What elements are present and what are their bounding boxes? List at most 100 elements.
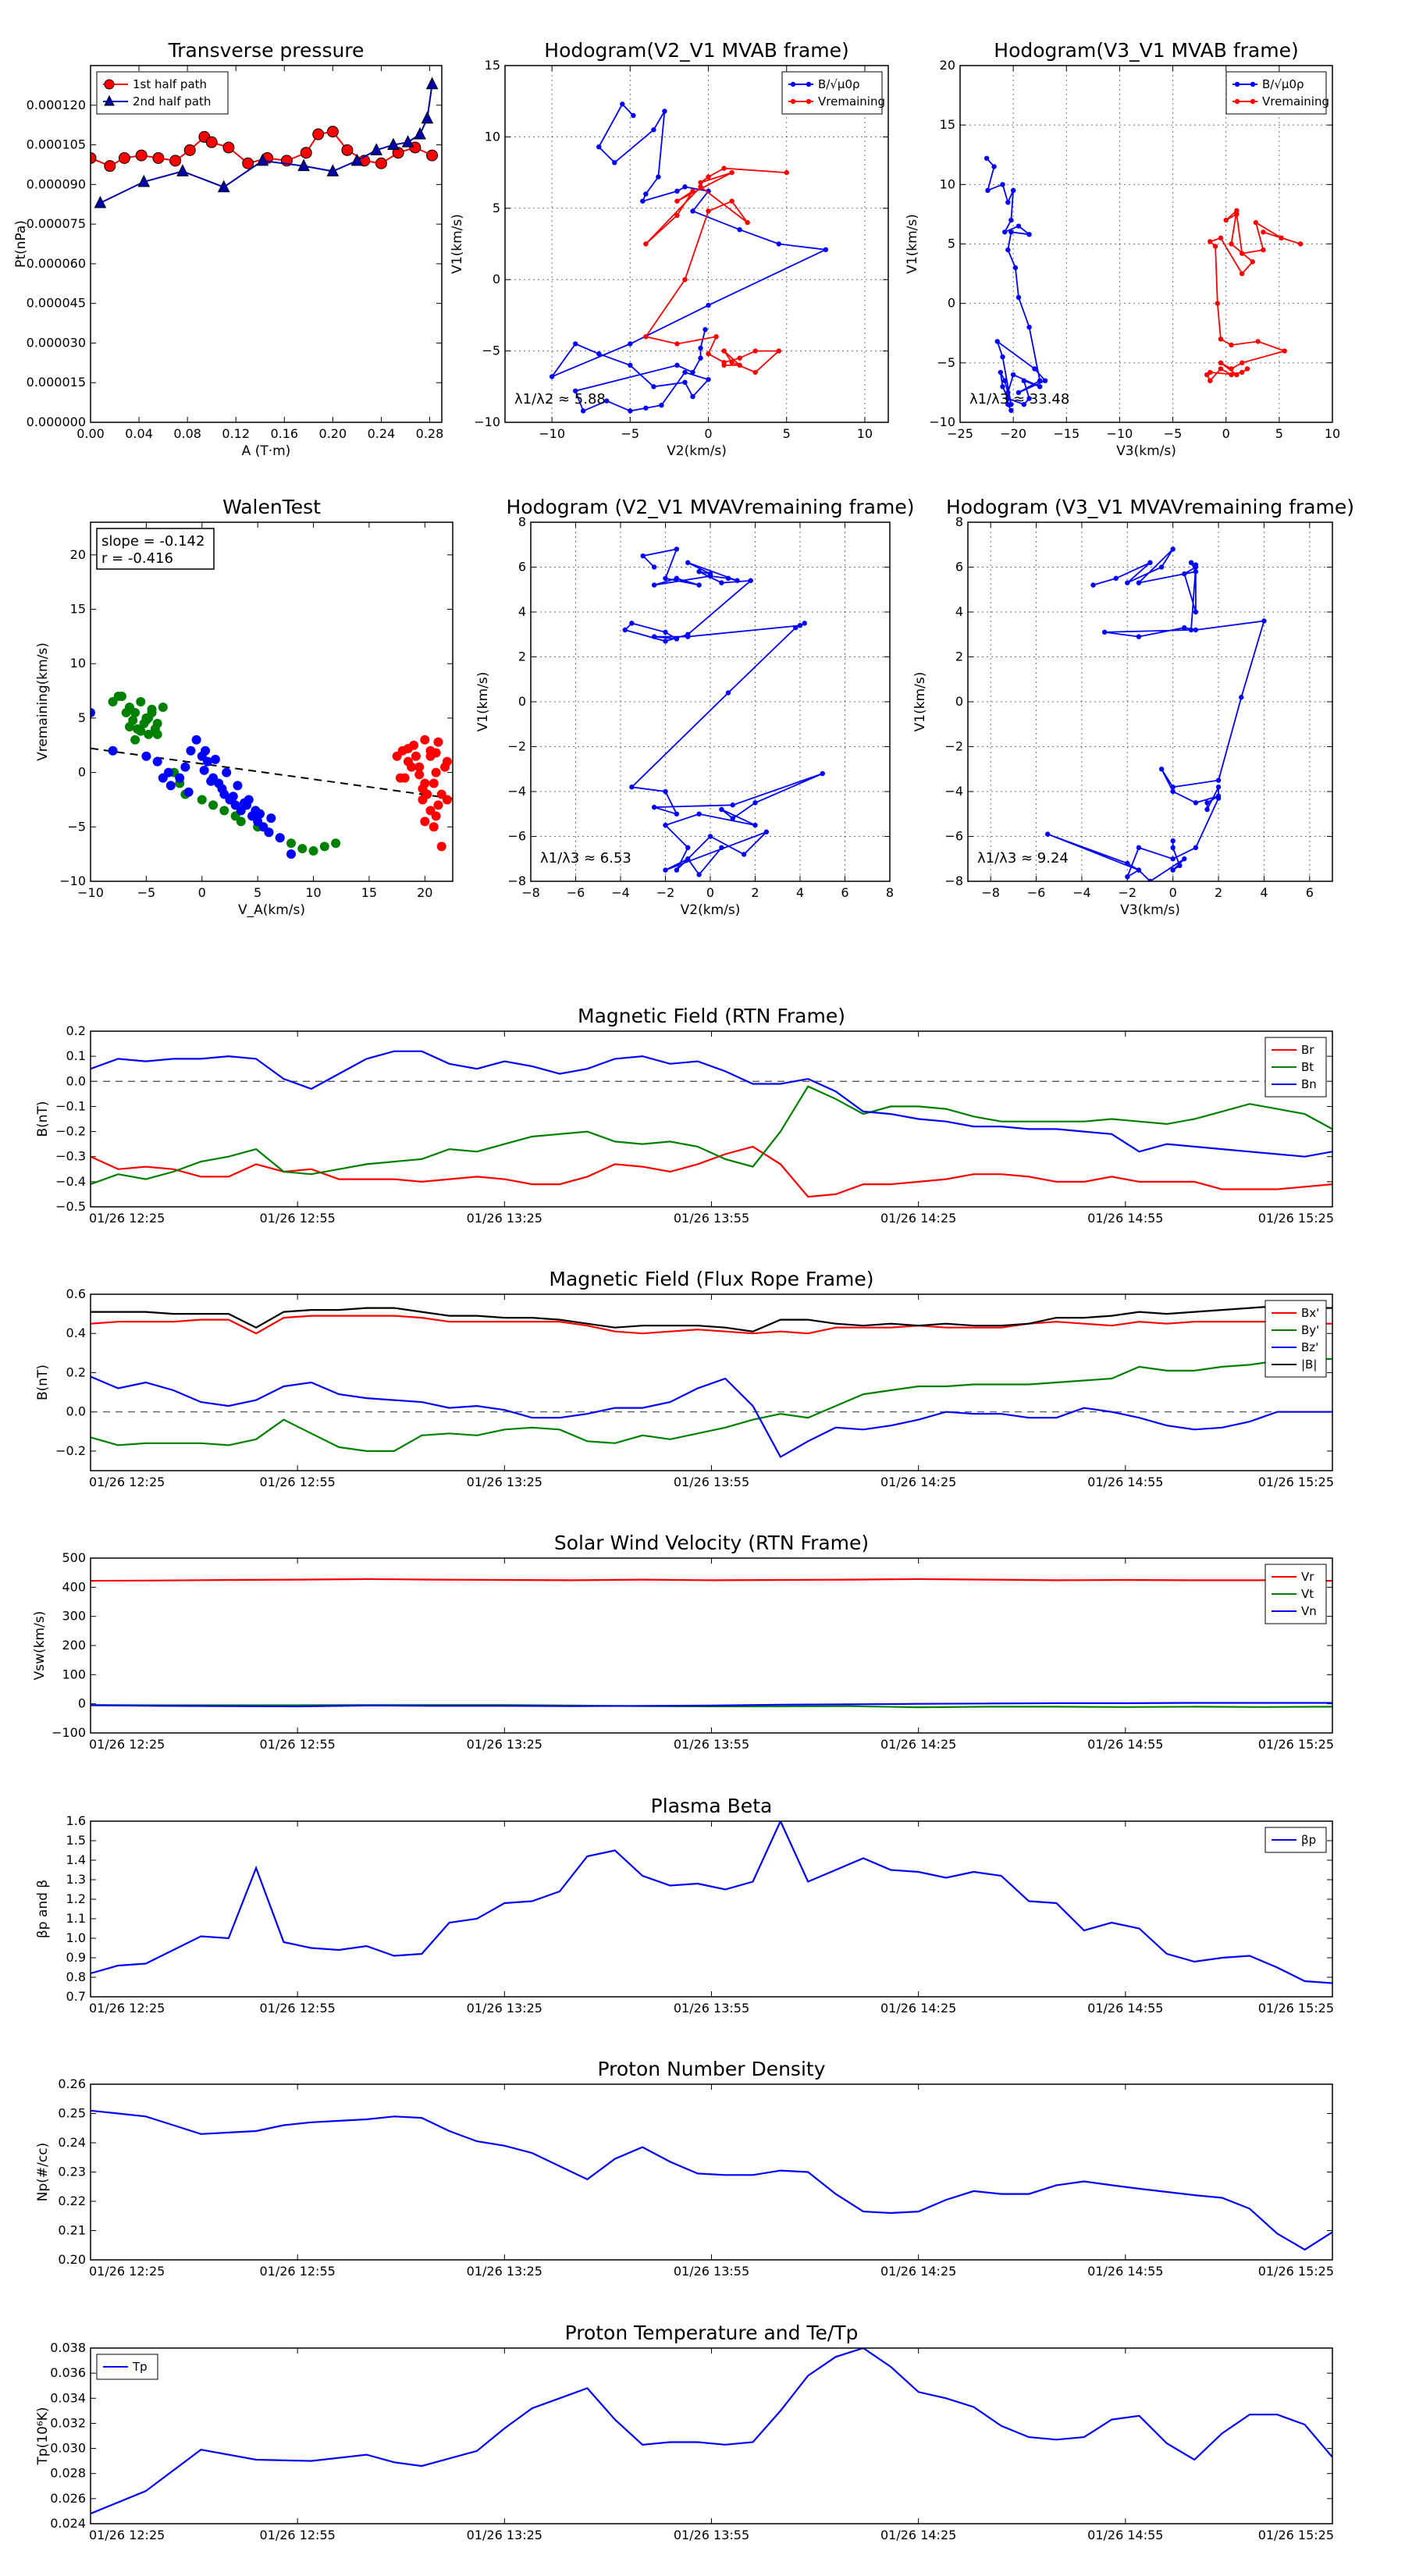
y-tick-label: 0.024 (50, 2516, 86, 2531)
data-point (1239, 271, 1245, 276)
solar-wind-velocity-panel: Solar Wind Velocity (RTN Frame) 01/26 12:… (32, 1532, 1334, 1752)
x-tick-label: 01/26 12:55 (260, 1475, 336, 1489)
data-point (776, 241, 781, 247)
data-point (631, 112, 636, 119)
plot-area (984, 155, 1304, 413)
legend-label: Tp (132, 2360, 148, 2374)
y-axis-label: Np(#/cc) (35, 2143, 51, 2201)
data-point (1188, 627, 1194, 633)
data-point (319, 841, 329, 852)
data-point (802, 621, 807, 626)
data-point (130, 735, 140, 745)
data-point (1090, 582, 1096, 588)
y-tick-label: 0.0 (66, 1404, 86, 1419)
data-point (165, 781, 176, 791)
x-tick-label: 01/26 14:55 (1087, 2264, 1163, 2279)
data-point (1170, 785, 1176, 790)
x-tick-label: 01/26 15:25 (1258, 1737, 1334, 1752)
data-point (1008, 407, 1014, 413)
legend-marker (790, 98, 796, 105)
data-point (674, 811, 680, 817)
data-point (1002, 378, 1008, 383)
y-tick-label: 0.1 (66, 1048, 86, 1063)
data-point (91, 707, 95, 717)
data-point (651, 582, 657, 588)
data-point (651, 384, 656, 390)
data-point (1229, 372, 1234, 378)
x-tick-label: 5 (783, 426, 791, 441)
data-point (643, 334, 649, 340)
data-point (651, 804, 657, 810)
y-tick-label: 0.000015 (27, 375, 86, 390)
x-tick-label: 0.16 (270, 426, 298, 441)
data-point (721, 165, 727, 171)
legend-box (1225, 71, 1327, 115)
data-point (596, 144, 602, 150)
legend-box (781, 71, 883, 115)
data-point (326, 164, 340, 176)
data-point (191, 735, 201, 745)
data-point (137, 174, 151, 187)
series-line (91, 1145, 1332, 1198)
y-tick-label: 0.23 (58, 2165, 86, 2179)
data-point (706, 208, 711, 214)
y-tick-label: 1.5 (66, 1833, 86, 1848)
plot-area (91, 2109, 1332, 2251)
data-point (1193, 627, 1199, 633)
series-line (550, 102, 828, 412)
data-point (1042, 378, 1048, 383)
data-point (690, 188, 695, 194)
y-tick-label: 1.0 (66, 1930, 86, 1945)
data-point (752, 822, 758, 828)
data-point (180, 762, 190, 772)
x-tick-label: 01/26 15:25 (1258, 1211, 1334, 1226)
data-point (433, 800, 443, 810)
legend-label: Bn (1301, 1077, 1317, 1091)
data-point (719, 845, 724, 851)
data-point (426, 149, 439, 162)
x-tick-label: 01/26 12:55 (260, 2528, 336, 2542)
data-point (286, 849, 296, 859)
data-point (721, 362, 727, 368)
y-tick-label: −8 (507, 873, 526, 888)
data-point (823, 247, 829, 253)
plot-frame (90, 1030, 1333, 1208)
data-point (1234, 212, 1240, 217)
proton-number-density-panel: Proton Number Density 01/26 12:25 01/26 12… (35, 2058, 1334, 2279)
series-line (91, 1085, 1332, 1186)
data-point (1101, 629, 1108, 635)
data-point (205, 136, 218, 148)
data-point (1170, 838, 1176, 844)
y-tick-label: 0.000030 (27, 335, 86, 350)
transverse-pressure-panel: Transverse pressure 0.00 0.04 0.08 0.12 0.16 0… (13, 39, 443, 459)
plot-area (91, 1578, 1332, 1709)
data-point (1005, 401, 1011, 407)
data-point (375, 157, 387, 169)
legend-marker (104, 79, 115, 90)
data-point (729, 198, 735, 204)
x-tick-label: 0.12 (222, 426, 250, 441)
data-point (707, 571, 713, 577)
y-tick-label: −5 (482, 343, 500, 358)
data-point (222, 141, 235, 154)
x-tick-label: 01/26 14:25 (880, 1475, 956, 1489)
x-tick-label: 01/26 13:55 (674, 1211, 749, 1226)
y-tick-label: 0.028 (50, 2466, 86, 2481)
data-point (643, 241, 649, 247)
data-point (784, 169, 789, 176)
data-point (748, 578, 753, 583)
data-point (994, 339, 1000, 344)
y-tick-label: −8 (944, 873, 963, 888)
eigen-ratio-label: λ1/λ3 ≈ 33.48 (969, 391, 1069, 407)
data-point (118, 151, 130, 164)
y-tick-label: 15 (940, 117, 955, 132)
data-point (1005, 390, 1011, 396)
data-point (549, 374, 555, 379)
x-tick-label: 0.00 (76, 426, 105, 441)
y-tick-label: 0.038 (50, 2340, 86, 2355)
data-point (1193, 609, 1199, 615)
data-point (1037, 378, 1043, 383)
data-point (1279, 235, 1284, 241)
data-point (440, 762, 450, 772)
